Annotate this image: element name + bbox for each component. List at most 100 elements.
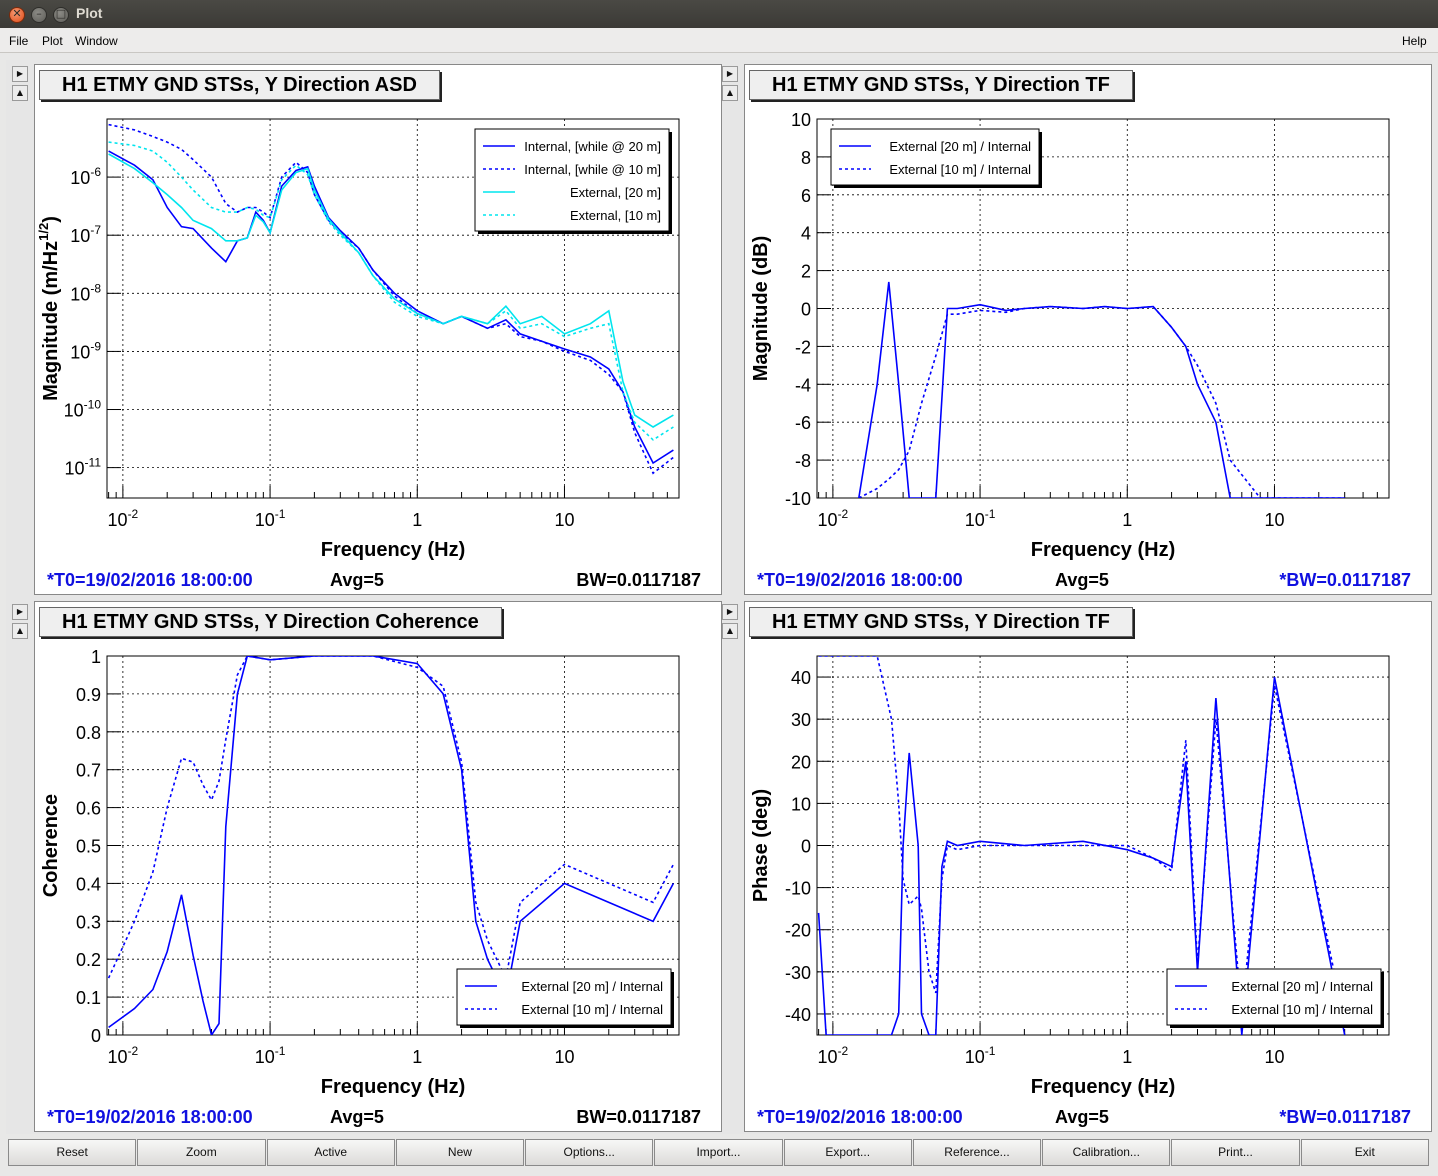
tick-label: 40 (791, 668, 811, 688)
legend-entry: External [10 m] / Internal (889, 162, 1031, 177)
pad-nav-4: ▶ ▲ (722, 604, 738, 642)
tick-label: 1 (1122, 1047, 1132, 1067)
tick-label: 10 (554, 510, 574, 530)
import-button[interactable]: Import... (654, 1139, 783, 1166)
tick-label: 0 (801, 837, 811, 857)
panel-title: H1 ETMY GND STSs, Y Direction ASD (39, 70, 440, 100)
plot-frame: 10-2 10-1 1 10 0 0.1 0.2 0.3 0.4 0.5 0.6 0.7 0.8 0.9 1… (40, 647, 680, 1098)
tick-label: 10-1 (255, 1044, 286, 1067)
maximize-window-button[interactable]: □ (53, 7, 69, 23)
tick-label: 0.7 (76, 761, 101, 781)
series-line (108, 153, 674, 428)
exit-button[interactable]: Exit (1300, 1139, 1429, 1166)
pad-prev-button[interactable]: ▲ (12, 85, 28, 101)
series-line (108, 123, 674, 475)
plot-panel-asd[interactable]: 10-2 10-1 1 10 10-11 10-10 10-9 10-8 10-7 10-6 Fre… (34, 64, 722, 595)
minimize-window-button[interactable]: – (31, 7, 47, 23)
t0-label: *T0=19/02/2016 18:00:00 (47, 1107, 253, 1127)
pad-nav-1: ▶ ▲ (12, 66, 28, 104)
tick-label: 0 (91, 1026, 101, 1046)
tick-label: 6 (801, 186, 811, 206)
calibration-button[interactable]: Calibration... (1042, 1139, 1171, 1166)
tf-magnitude-chart: 10-2 10-1 1 10 -10 -8 -6 -4 -2 0 2 4 6 8 10 Frequency (… (750, 110, 1390, 561)
pad-prev-button[interactable]: ▲ (12, 623, 28, 639)
legend-entry: Internal, [while @ 10 m] (524, 162, 661, 177)
close-window-button[interactable]: ✕ (9, 7, 25, 23)
plot-panel-coherence[interactable]: 10-2 10-1 1 10 0 0.1 0.2 0.3 0.4 0.5 0.6 0.7 0.8 0.9 1… (34, 601, 722, 1132)
tick-label: 10-2 (818, 507, 849, 530)
avg-label: Avg=5 (330, 1107, 384, 1127)
tick-label: 10-2 (818, 1044, 849, 1067)
series-line (817, 676, 1346, 1035)
legend-box (830, 128, 1040, 186)
tick-label: 0.2 (76, 950, 101, 970)
pad-nav-2: ▶ ▲ (722, 66, 738, 104)
tick-label: 0 (801, 300, 811, 320)
maximize-icon: □ (55, 7, 67, 20)
tick-label: 10-2 (108, 507, 139, 530)
tick-label: 20 (791, 752, 811, 772)
series-group (858, 281, 1345, 498)
pad-next-button[interactable]: ▶ (722, 66, 738, 82)
x-axis-label: Frequency (Hz) (321, 539, 465, 561)
tick-label: -20 (785, 921, 811, 941)
close-icon: ✕ (12, 7, 22, 20)
legend: Internal, [while @ 20 m] Internal, [while… (474, 128, 672, 234)
tick-label: 10-1 (965, 507, 996, 530)
series-group (108, 123, 674, 475)
reference-button[interactable]: Reference... (912, 1139, 1042, 1166)
tick-label: -30 (785, 963, 811, 983)
tick-label: 4 (801, 224, 811, 244)
x-axis-label: Frequency (Hz) (321, 1076, 465, 1098)
tick-label: 0.9 (76, 685, 101, 705)
legend-entry: External, [20 m] (570, 185, 661, 200)
legend-entry: External [20 m] / Internal (1231, 979, 1373, 994)
zoom-button[interactable]: Zoom (137, 1139, 266, 1166)
tick-label: 2 (801, 262, 811, 282)
new-button[interactable]: New (395, 1139, 525, 1166)
tick-label: 1 (1122, 510, 1132, 530)
bottom-toolbar: Reset Zoom Active New Options... Import.… (8, 1139, 1430, 1166)
menu-plot[interactable]: Plot (42, 34, 63, 48)
tick-label: -6 (795, 413, 811, 433)
x-axis-label: Frequency (Hz) (1031, 1076, 1175, 1098)
t0-label: *T0=19/02/2016 18:00:00 (757, 1107, 963, 1127)
options-button[interactable]: Options... (525, 1139, 654, 1166)
minimize-icon: – (36, 7, 42, 20)
pad-prev-button[interactable]: ▲ (722, 623, 738, 639)
plot-panel-tf-magnitude[interactable]: 10-2 10-1 1 10 -10 -8 -6 -4 -2 0 2 4 6 8 10 Frequency (… (744, 64, 1432, 595)
tick-label: 1 (412, 510, 422, 530)
plot-panel-tf-phase[interactable]: 10-2 10-1 1 10 -40 -30 -20 -10 0 10 20 30 40 Frequenc… (744, 601, 1432, 1132)
x-axis-label: Frequency (Hz) (1031, 539, 1175, 561)
tick-label: 0.4 (76, 874, 101, 894)
print-button[interactable]: Print... (1171, 1139, 1300, 1166)
window-titlebar: ✕ – □ Plot (0, 0, 1438, 28)
y-axis-label: Magnitude (m/Hz1/2) (36, 216, 62, 401)
export-button[interactable]: Export... (783, 1139, 912, 1166)
tick-label: 1 (412, 1047, 422, 1067)
legend-entry: External [20 m] / Internal (889, 139, 1031, 154)
pad-prev-button[interactable]: ▲ (722, 85, 738, 101)
active-button[interactable]: Active (266, 1139, 395, 1166)
legend: External [20 m] / Internal External [10 m… (456, 968, 674, 1028)
menu-help[interactable]: Help (1402, 34, 1427, 48)
pad-next-button[interactable]: ▶ (722, 604, 738, 620)
tick-label: 8 (801, 148, 811, 168)
series-line (108, 150, 674, 465)
avg-label: Avg=5 (1055, 570, 1109, 590)
bw-label: *BW=0.0117187 (1279, 1107, 1411, 1127)
series-line (818, 656, 1346, 1023)
tick-label: 10 (1264, 1047, 1284, 1067)
legend-entry: External [10 m] / Internal (1231, 1002, 1373, 1017)
menu-file[interactable]: File (9, 34, 29, 48)
bw-label: BW=0.0117187 (576, 1107, 701, 1127)
legend-entry: External [20 m] / Internal (521, 979, 663, 994)
pad-next-button[interactable]: ▶ (12, 604, 28, 620)
reset-button[interactable]: Reset (8, 1139, 137, 1166)
menu-window[interactable]: Window (75, 34, 118, 48)
pad-next-button[interactable]: ▶ (12, 66, 28, 82)
tf-phase-chart: 10-2 10-1 1 10 -40 -30 -20 -10 0 10 20 30 40 Frequenc… (750, 655, 1390, 1098)
series-line (107, 656, 675, 981)
series-group (107, 656, 675, 1035)
tick-label: 10-10 (64, 398, 102, 421)
